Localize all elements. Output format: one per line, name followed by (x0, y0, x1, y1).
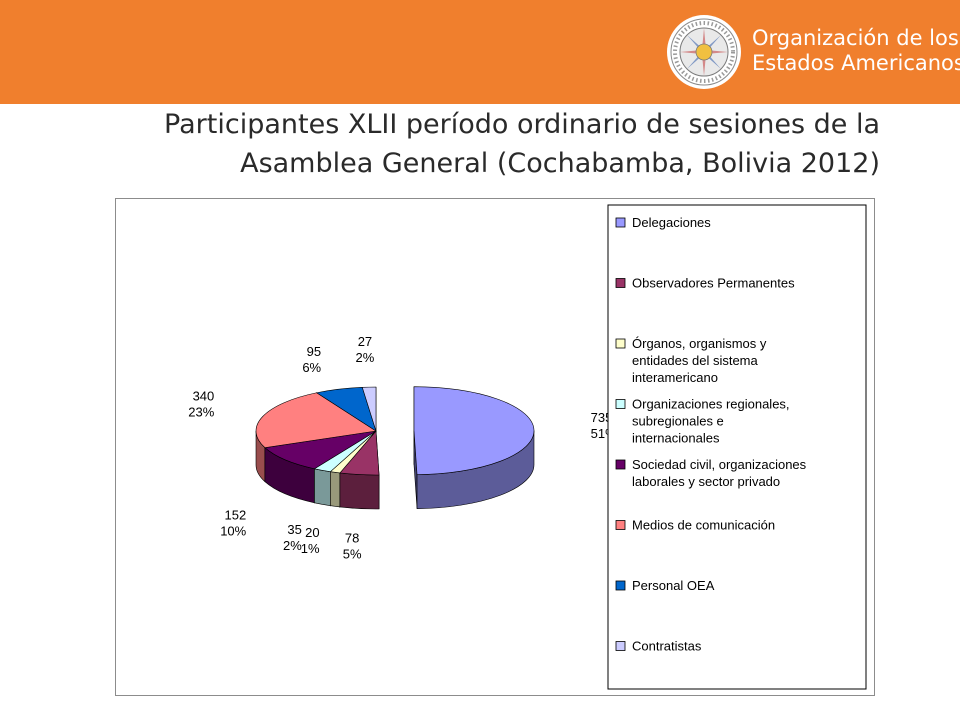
data-label-value-organos-organismos-y-entidades-del-siste: 20 (305, 525, 319, 540)
legend-label-medios-de-comunicacion: Medios de comunicación (632, 518, 775, 533)
data-label-value-sociedad-civil-organizaciones-laborales-: 152 (225, 507, 247, 522)
slice-delegaciones (413, 386, 535, 475)
legend-label-contratistas: Contratistas (632, 639, 702, 654)
legend-label-delegaciones: Delegaciones (632, 215, 711, 230)
legend-label-personal-oea: Personal OEA (632, 578, 715, 593)
data-label-value-delegaciones: 735 (591, 410, 613, 425)
data-label-value-personal-oea: 95 (307, 344, 321, 359)
data-label-percent-contratistas: 2% (356, 350, 375, 365)
slice-contratistas (361, 386, 377, 432)
legend-box (607, 204, 867, 690)
data-label-percent-organizaciones-regionales-subregionales-: 2% (283, 538, 302, 553)
legend-swatch-organos-organismos-y-entidades-del-siste (615, 338, 626, 349)
legend-swatch-observadores-permanentes (615, 278, 626, 288)
data-label-value-organizaciones-regionales-subregionales-: 35 (287, 522, 301, 537)
data-label-percent-observadores-permanentes: 5% (343, 547, 362, 562)
organization-name-line1: Organización de los (752, 26, 959, 50)
slide-title-line2: Asamblea General (Cochabamba, Bolivia 20… (240, 148, 880, 179)
legend-swatch-contratistas (615, 641, 626, 651)
data-label-value-medios-de-comunicacion: 340 (193, 389, 215, 404)
slide-title: Participantes XLII período ordinario de … (40, 105, 880, 183)
legend-swatch-organizaciones-regionales-subregionales- (615, 399, 626, 409)
legend-label-organos-organismos-y-entidades-del-siste-2: interamericano (632, 370, 718, 385)
header-banner (0, 0, 960, 104)
legend-swatch-personal-oea (615, 580, 626, 591)
legend-label-organos-organismos-y-entidades-del-siste-1: entidades del sistema (632, 353, 759, 368)
legend-swatch-sociedad-civil-organizaciones-laborales- (615, 459, 626, 470)
legend-swatch-medios-de-comunicacion (615, 520, 626, 530)
slice-wall-organos-organismos-y-entidades-del-siste-0 (330, 471, 341, 508)
legend-label-sociedad-civil-organizaciones-laborales-: Sociedad civil, organizaciones (632, 457, 807, 472)
data-label-percent-sociedad-civil-organizaciones-laborales-: 10% (220, 523, 246, 538)
legend-label-organos-organismos-y-entidades-del-siste: Órganos, organismos y (632, 336, 767, 351)
chart-area: 735 51% 78 5% 20 1% 35 2% 152 10% 340 23% 95 6% 27 2% De… (115, 198, 875, 696)
legend-label-organizaciones-regionales-subregionales--2: internacionales (632, 431, 720, 446)
data-label-value-contratistas: 27 (358, 334, 372, 349)
data-label-value-observadores-permanentes: 78 (345, 531, 359, 546)
legend-label-sociedad-civil-organizaciones-laborales--1: laborales y sector privado (632, 474, 780, 489)
slice-sociedad-civil-organizaciones-laborales- (264, 430, 377, 470)
pie-chart: 73551%785%201%352%15210%34023%956%272%De… (188, 204, 867, 690)
pie-tops (255, 386, 535, 476)
organization-name-line2: Estados Americanos (752, 51, 960, 75)
legend-label-organizaciones-regionales-subregionales--1: subregionales e (632, 414, 724, 429)
data-label-percent-organos-organismos-y-entidades-del-siste: 1% (301, 541, 320, 556)
organization-name: Organización de los Estados Americanos (752, 26, 960, 76)
data-label-percent-medios-de-comunicacion: 23% (188, 405, 214, 420)
slice-wall-organizaciones-regionales-subregionales--0 (314, 468, 331, 507)
slice-medios-de-comunicacion (255, 392, 377, 448)
legend-label-organizaciones-regionales-subregionales-: Organizaciones regionales, (632, 397, 790, 412)
legend-label-observadores-permanentes: Observadores Permanentes (632, 276, 795, 291)
data-label-percent-personal-oea: 6% (302, 360, 321, 375)
slide-title-line1: Participantes XLII período ordinario de … (164, 109, 880, 140)
oas-seal-icon (667, 15, 741, 89)
legend-swatch-delegaciones (615, 217, 626, 228)
legend: Delegaciones Observadores Permanentes Órga… (607, 204, 867, 690)
slice-wall-observadores-permanentes-0 (339, 472, 380, 510)
